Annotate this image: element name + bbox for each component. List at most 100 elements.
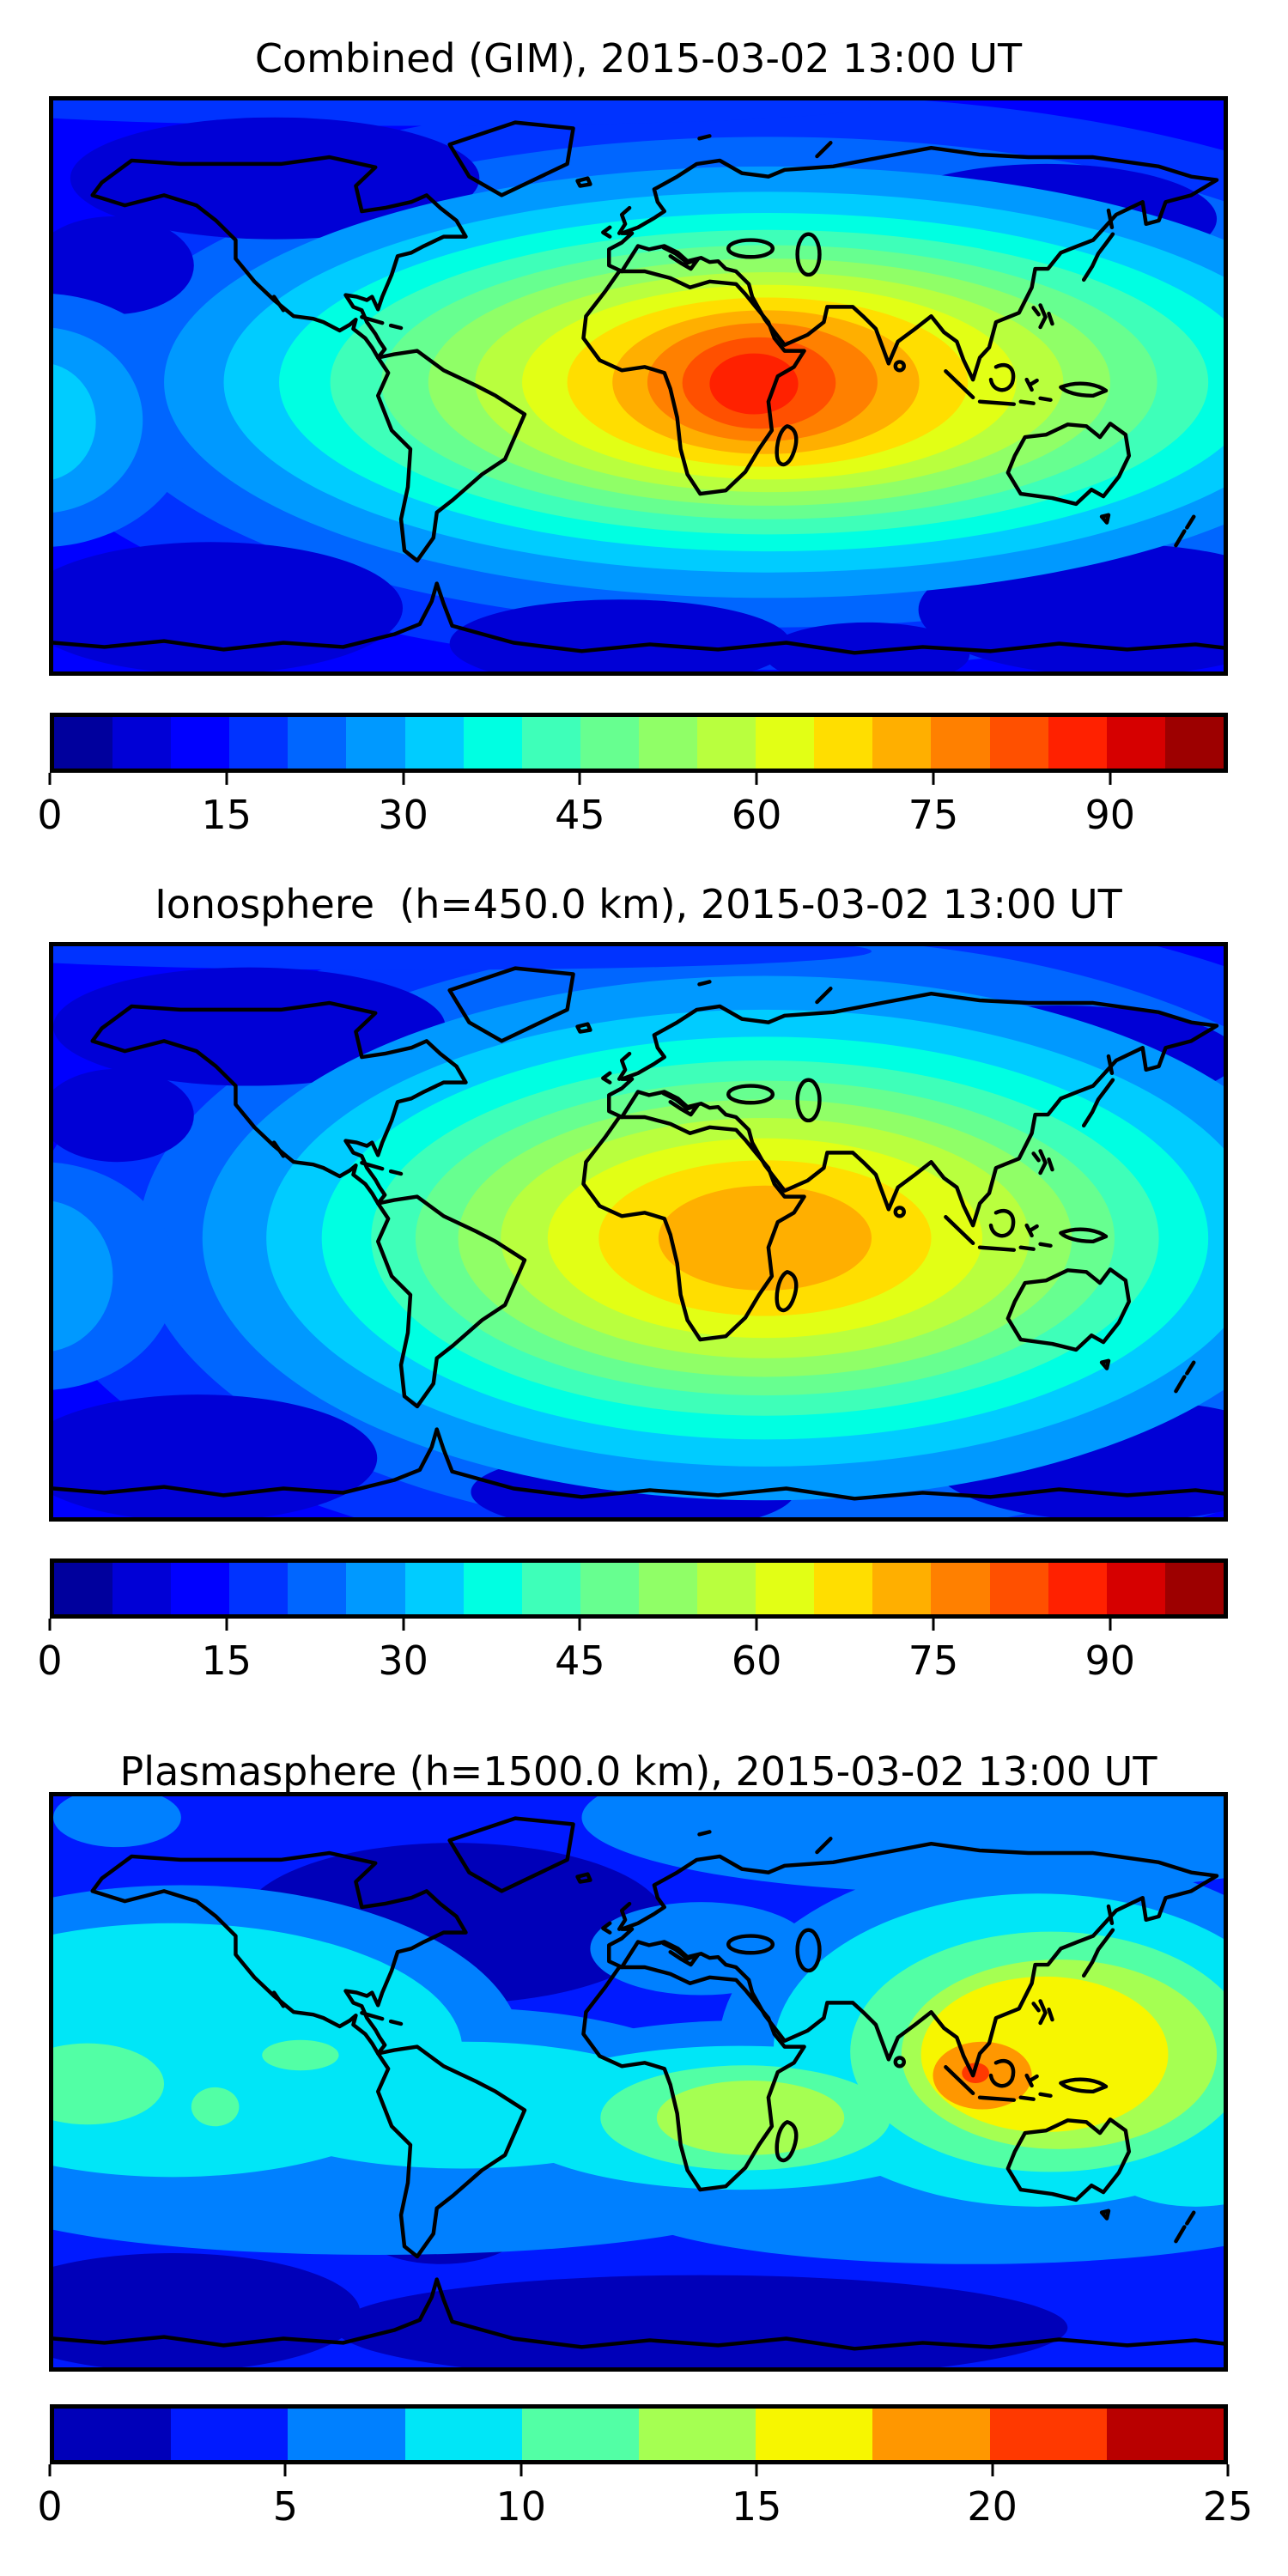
- colorbar-segment: [463, 1563, 522, 1614]
- colorbar-tick-label: 0: [37, 1637, 63, 1684]
- colorbar-tick-mark: [578, 773, 581, 785]
- colorbar-segment: [872, 2409, 990, 2460]
- colorbar-tick-label: 90: [1084, 1637, 1136, 1684]
- colorbar-segment: [112, 1563, 172, 1614]
- colorbar-segment: [580, 717, 639, 769]
- colorbar-tick-mark: [402, 773, 405, 785]
- colorbar-segment: [229, 1563, 289, 1614]
- colorbar-tick-mark: [48, 773, 52, 785]
- colorbar-segment: [404, 717, 464, 769]
- colorbar-segment: [580, 1563, 639, 1614]
- colorbar-tick-mark: [578, 1619, 581, 1631]
- colorbar-tick-label: 15: [731, 2483, 782, 2530]
- colorbar-tick-label: 25: [1202, 2483, 1254, 2530]
- colorbar-segment: [638, 717, 698, 769]
- colorbar-tick-mark: [1109, 773, 1112, 785]
- colorbar-segment: [288, 717, 347, 769]
- colorbar-tick-mark: [48, 2464, 52, 2476]
- colorbar-combined: [50, 713, 1228, 773]
- colorbar-segment: [521, 717, 580, 769]
- colorbar-tick-label: 15: [201, 792, 252, 838]
- colorbar-tick-label: 75: [908, 1637, 959, 1684]
- colorbar-segment: [1048, 1563, 1107, 1614]
- colorbar-tick-label: 60: [731, 1637, 782, 1684]
- colorbar-segment: [1164, 1563, 1224, 1614]
- colorbar-tick-label: 75: [908, 792, 959, 838]
- colorbar-tick-label: 90: [1084, 792, 1136, 838]
- colorbar-segment: [404, 2409, 522, 2460]
- contour-fill-layers: [53, 100, 1224, 671]
- colorbar-tick-mark: [1226, 2464, 1230, 2476]
- colorbar-segment: [1164, 717, 1224, 769]
- colorbar-segment: [638, 1563, 698, 1614]
- panel-3-title: Plasmasphere (h=1500.0 km), 2015-03-02 1…: [119, 1748, 1157, 1795]
- colorbar-segment: [54, 717, 113, 769]
- panel-2-title: Ionosphere (h=450.0 km), 2015-03-02 13:0…: [155, 881, 1122, 927]
- colorbar-segment: [521, 1563, 580, 1614]
- colorbar-segment: [989, 717, 1048, 769]
- map-combined-contours: [53, 100, 1224, 671]
- colorbar-segment: [756, 2409, 873, 2460]
- colorbar-tick-label: 20: [967, 2483, 1018, 2530]
- colorbar-segment: [288, 1563, 347, 1614]
- colorbar-segment: [171, 2409, 289, 2460]
- map-plasmasphere-contours: [53, 1796, 1224, 2367]
- colorbar-tick-label: 30: [378, 1637, 428, 1684]
- map-ionosphere-canvas: [49, 942, 1228, 1522]
- colorbar-tick-label: 45: [555, 1637, 605, 1684]
- map-plasmasphere-canvas: [49, 1792, 1228, 2372]
- contour-fill-layers: [53, 1796, 1224, 2367]
- colorbar-segment: [1106, 2409, 1224, 2460]
- panel-1-title: Combined (GIM), 2015-03-02 13:00 UT: [254, 35, 1023, 82]
- colorbar-segment: [931, 717, 990, 769]
- colorbar-tick-mark: [402, 1619, 405, 1631]
- colorbar-tick-mark: [755, 2464, 758, 2476]
- colorbar-segment: [521, 2409, 640, 2460]
- colorbar-segment: [872, 1563, 932, 1614]
- colorbar-tick-mark: [225, 773, 228, 785]
- colorbar-tick-mark: [755, 773, 758, 785]
- colorbar-segment: [346, 717, 405, 769]
- colorbar-combined-ticks: 0 15 30 45 60 75 90: [37, 773, 1228, 846]
- map-combined-canvas: [49, 96, 1228, 676]
- colorbar-segment: [288, 2409, 405, 2460]
- colorbar-segment: [54, 2409, 172, 2460]
- colorbar-segment: [989, 2409, 1107, 2460]
- colorbar-segment: [171, 717, 230, 769]
- colorbar-segment: [1106, 1563, 1165, 1614]
- colorbar-segment: [463, 717, 522, 769]
- colorbar-tick-label: 15: [201, 1637, 252, 1684]
- colorbar-tick-mark: [991, 2464, 994, 2476]
- colorbar-segment: [54, 1563, 113, 1614]
- colorbar-segment: [697, 1563, 756, 1614]
- colorbar-segment: [814, 717, 873, 769]
- colorbar-tick-label: 0: [37, 792, 63, 838]
- colorbar-tick-label: 10: [495, 2483, 547, 2530]
- colorbar-segment: [756, 717, 815, 769]
- colorbar-segment: [1048, 717, 1107, 769]
- colorbar-segment: [229, 717, 289, 769]
- colorbar-tick-label: 45: [555, 792, 605, 838]
- colorbar-segment: [756, 1563, 815, 1614]
- colorbar-segment: [171, 1563, 230, 1614]
- colorbar-segment: [112, 717, 172, 769]
- colorbar-tick-mark: [755, 1619, 758, 1631]
- colorbar-segment: [697, 717, 756, 769]
- colorbar-tick-mark: [283, 2464, 287, 2476]
- colorbar-segment: [346, 1563, 405, 1614]
- colorbar-tick-label: 60: [731, 792, 782, 838]
- colorbar-segment: [989, 1563, 1048, 1614]
- colorbar-tick-label: 5: [272, 2483, 299, 2530]
- colorbar-ionosphere: [50, 1558, 1228, 1619]
- colorbar-plasmasphere: [50, 2404, 1228, 2464]
- colorbar-tick-mark: [932, 773, 935, 785]
- colorbar-tick-mark: [519, 2464, 523, 2476]
- colorbar-ionosphere-ticks: 0 15 30 45 60 75 90: [37, 1619, 1228, 1692]
- colorbar-segment: [639, 2409, 756, 2460]
- colorbar-plasmasphere-ticks: 0 5 10 15 20 25: [37, 2464, 1253, 2537]
- map-ionosphere-contours: [53, 946, 1224, 1517]
- colorbar-segment: [872, 717, 932, 769]
- colorbar-tick-label: 0: [37, 2483, 63, 2530]
- contour-fill-layers: [53, 946, 1224, 1517]
- colorbar-segment: [931, 1563, 990, 1614]
